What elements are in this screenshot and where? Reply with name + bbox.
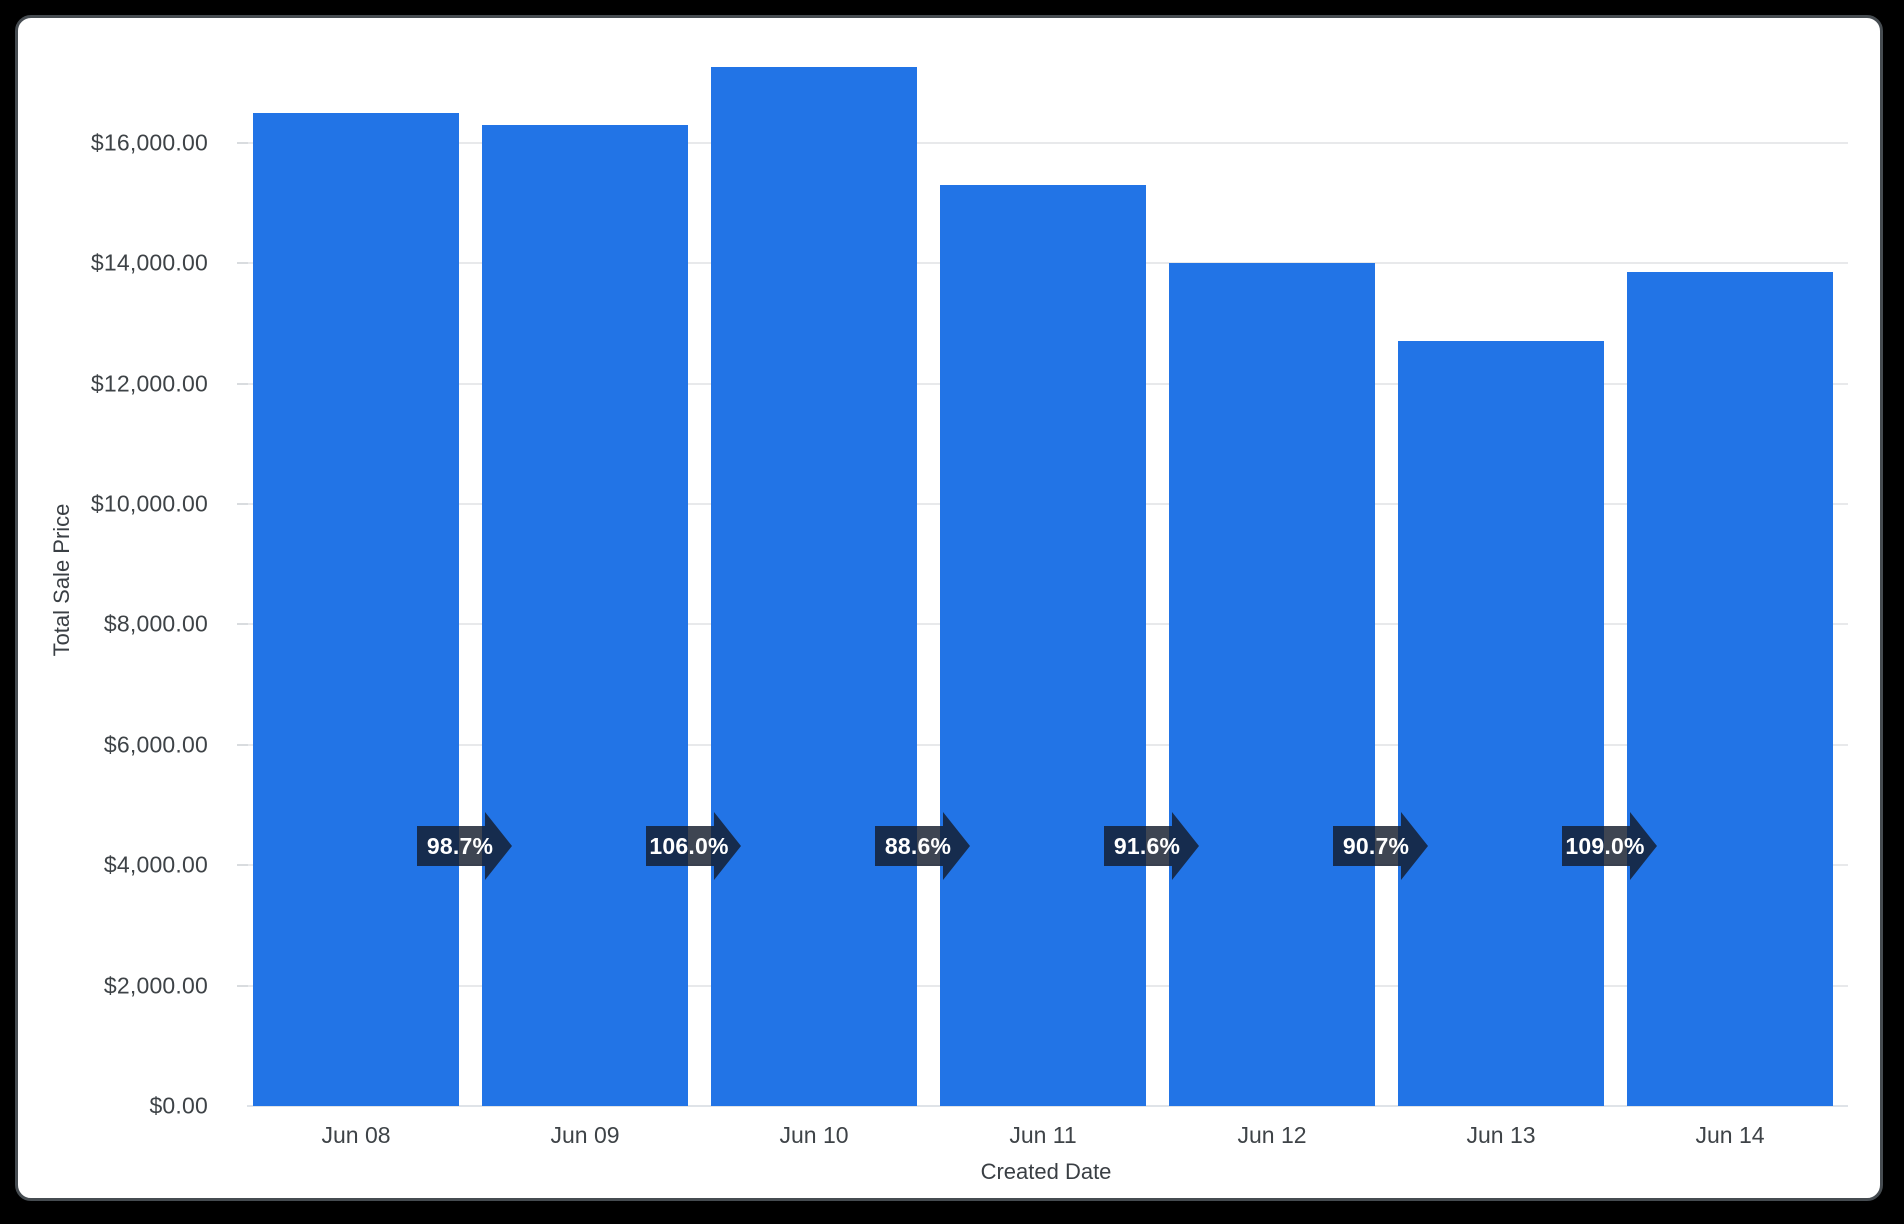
y-tick [237,623,248,625]
y-tick-label: $16,000.00 [90,129,208,156]
growth-arrow-label: 109.0% [1565,833,1645,859]
bar-jun-08[interactable] [253,113,459,1106]
y-tick [237,864,248,866]
growth-arrow-label: 106.0% [649,833,729,859]
x-tick-label-jun-11: Jun 11 [1009,1122,1077,1148]
bar-jun-14[interactable] [1627,272,1833,1106]
growth-arrow-label: 98.7% [426,833,494,859]
growth-arrow-label: 91.6% [1113,833,1181,859]
y-tick-label: $0.00 [149,1092,208,1119]
y-tick [237,503,248,505]
y-tick [237,142,248,144]
x-tick-label-jun-09: Jun 09 [550,1122,620,1148]
x-tick-label-jun-10: Jun 10 [779,1122,849,1148]
y-tick-label: $10,000.00 [90,490,208,517]
y-tick-label: $8,000.00 [103,610,208,637]
x-tick-label-jun-14: Jun 14 [1695,1122,1765,1148]
bar-jun-11[interactable] [940,185,1146,1106]
bar-jun-09[interactable] [482,125,688,1106]
y-tick-label: $2,000.00 [103,972,208,999]
x-axis-baseline [247,1105,1848,1107]
growth-arrow-label: 88.6% [884,833,952,859]
x-axis-title: Created Date [980,1159,1112,1184]
x-tick-label-jun-12: Jun 12 [1237,1122,1307,1148]
bar-jun-13[interactable] [1398,341,1604,1106]
y-tick [237,383,248,385]
bar-jun-10[interactable] [711,67,917,1106]
y-tick-label: $4,000.00 [103,851,208,878]
y-gridline [247,142,1848,144]
y-tick [237,744,248,746]
y-tick [237,262,248,264]
y-tick-label: $12,000.00 [90,370,208,397]
x-tick-label-jun-13: Jun 13 [1466,1122,1536,1148]
x-tick-label-jun-08: Jun 08 [321,1122,391,1148]
growth-arrow-label: 90.7% [1342,833,1410,859]
y-tick-label: $6,000.00 [103,731,208,758]
y-tick [237,985,248,987]
y-tick-label: $14,000.00 [90,249,208,276]
bar-jun-12[interactable] [1169,263,1375,1106]
